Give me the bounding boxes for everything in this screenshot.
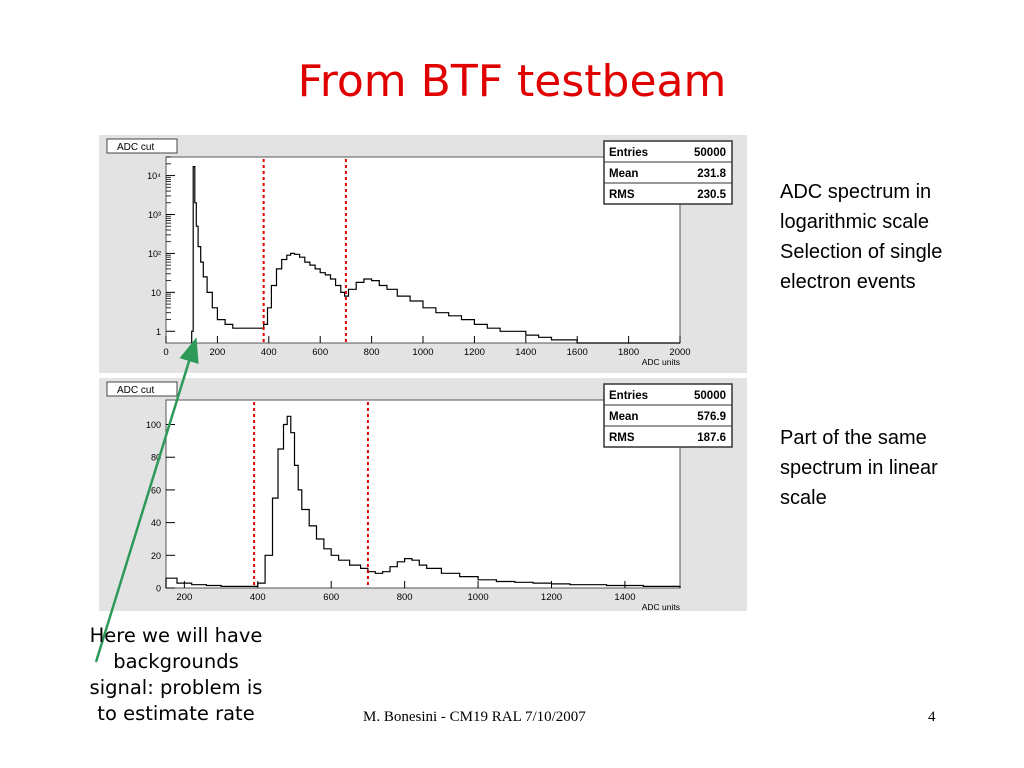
- histogram-title: ADC cut: [117, 385, 154, 396]
- stats-label: Entries: [609, 147, 648, 159]
- x-tick-label: 1400: [614, 592, 635, 603]
- x-tick-label: 200: [176, 592, 192, 603]
- x-tick-label: 0: [163, 347, 168, 358]
- stats-value: 231.8: [697, 168, 726, 180]
- note-linear: Part of the same spectrum in linear scal…: [780, 423, 938, 513]
- x-tick-label: 600: [323, 592, 339, 603]
- y-tick-label: 10²: [148, 249, 161, 259]
- x-axis-label: ADC units: [642, 602, 680, 611]
- histogram-series: [165, 415, 681, 588]
- y-tick-label: 10: [151, 288, 161, 298]
- y-tick-label: 80: [151, 453, 161, 463]
- plot-area: [165, 399, 681, 589]
- x-tick-label: 400: [250, 592, 266, 603]
- x-axis-label: ADC units: [642, 357, 680, 367]
- stats-box-frame: [603, 383, 733, 448]
- x-tick-label: 1600: [567, 347, 588, 358]
- x-tick-label: 1400: [515, 347, 536, 358]
- y-tick-label: 1: [156, 327, 161, 337]
- y-tick-label: 10⁴: [147, 171, 161, 181]
- stats-label: Mean: [609, 411, 638, 423]
- callout-line: to estimate rate: [97, 702, 255, 725]
- x-tick-label: 600: [312, 347, 328, 358]
- x-tick-label: 1200: [541, 592, 562, 603]
- title-box-frame: [106, 381, 178, 397]
- histogram-series: [191, 166, 680, 344]
- linear-histogram-chart: ADC cut 0 20 40 60 80 100 200 400 600 800 1000 1200 1…: [106, 381, 733, 611]
- note-log-line: ADC spectrum in: [780, 181, 932, 203]
- note-log: ADC spectrum in logarithmic scale Select…: [780, 177, 942, 297]
- x-tick-label: 1200: [464, 347, 485, 358]
- callout-text: Here we will have backgrounds signal: pr…: [58, 623, 294, 727]
- slide-title: From BTF testbeam: [297, 56, 727, 107]
- y-tick-label: 10³: [148, 210, 161, 220]
- y-tick-label: 20: [151, 551, 161, 561]
- histogram-title: ADC cut: [117, 142, 154, 153]
- footer-page-number: 4: [928, 709, 936, 725]
- x-tick-label: 1800: [618, 347, 639, 358]
- x-tick-label: 2000: [669, 347, 690, 358]
- stats-value: 50000: [694, 390, 726, 402]
- x-tick-label: 800: [364, 347, 380, 358]
- note-log-line: electron events: [780, 271, 916, 293]
- x-tick-label: 800: [397, 592, 413, 603]
- y-tick-label: 60: [151, 485, 161, 495]
- stats-value: 187.6: [697, 432, 726, 444]
- note-linear-line: spectrum in linear: [780, 457, 938, 479]
- title-box-frame: [106, 138, 178, 154]
- x-tick-label: 200: [209, 347, 225, 358]
- x-tick-label: 400: [261, 347, 277, 358]
- y-tick-label: 100: [146, 420, 161, 430]
- stats-value: 50000: [694, 147, 726, 159]
- stats-label: Entries: [609, 390, 648, 402]
- note-linear-line: Part of the same: [780, 427, 927, 449]
- stats-value: 576.9: [697, 411, 726, 423]
- y-tick-label: 40: [151, 518, 161, 528]
- log-histogram-panel: ADC cut 1 10 10² 10³ 10⁴ 0 200 400 600 800 1000 1200…: [99, 135, 747, 373]
- stats-box: Entries 50000 Mean 576.9 RMS 187.6: [603, 383, 733, 448]
- x-tick-label: 1000: [412, 347, 433, 358]
- callout-arrow: [94, 337, 199, 663]
- log-histogram-chart: ADC cut 1 10 10² 10³ 10⁴ 0 200 400 600 800 1000 1200…: [106, 138, 733, 367]
- note-linear-line: scale: [780, 487, 827, 509]
- histogram-title-box: ADC cut: [106, 138, 178, 154]
- footer-author: M. Bonesini - CM19 RAL 7/10/2007: [363, 709, 586, 725]
- stats-value: 230.5: [697, 189, 726, 201]
- stats-label: RMS: [609, 189, 635, 201]
- callout-line: Here we will have: [89, 624, 263, 647]
- linear-histogram-panel: ADC cut 0 20 40 60 80 100 200 400 600 800 1000 1200 1…: [99, 378, 747, 611]
- note-log-line: Selection of single: [780, 241, 943, 263]
- stats-label: Mean: [609, 168, 638, 180]
- callout-line: signal: problem is: [89, 676, 263, 699]
- callout-line: backgrounds: [113, 650, 239, 673]
- note-log-line: logarithmic scale: [780, 211, 929, 233]
- histogram-title-box: ADC cut: [106, 381, 178, 397]
- stats-label: RMS: [609, 432, 635, 444]
- x-tick-label: 1000: [468, 592, 489, 603]
- y-tick-label: 0: [156, 584, 161, 594]
- stats-box: Entries 50000 Mean 231.8 RMS 230.5: [603, 140, 733, 205]
- stats-box-frame: [603, 140, 733, 205]
- plot-area: [165, 156, 681, 344]
